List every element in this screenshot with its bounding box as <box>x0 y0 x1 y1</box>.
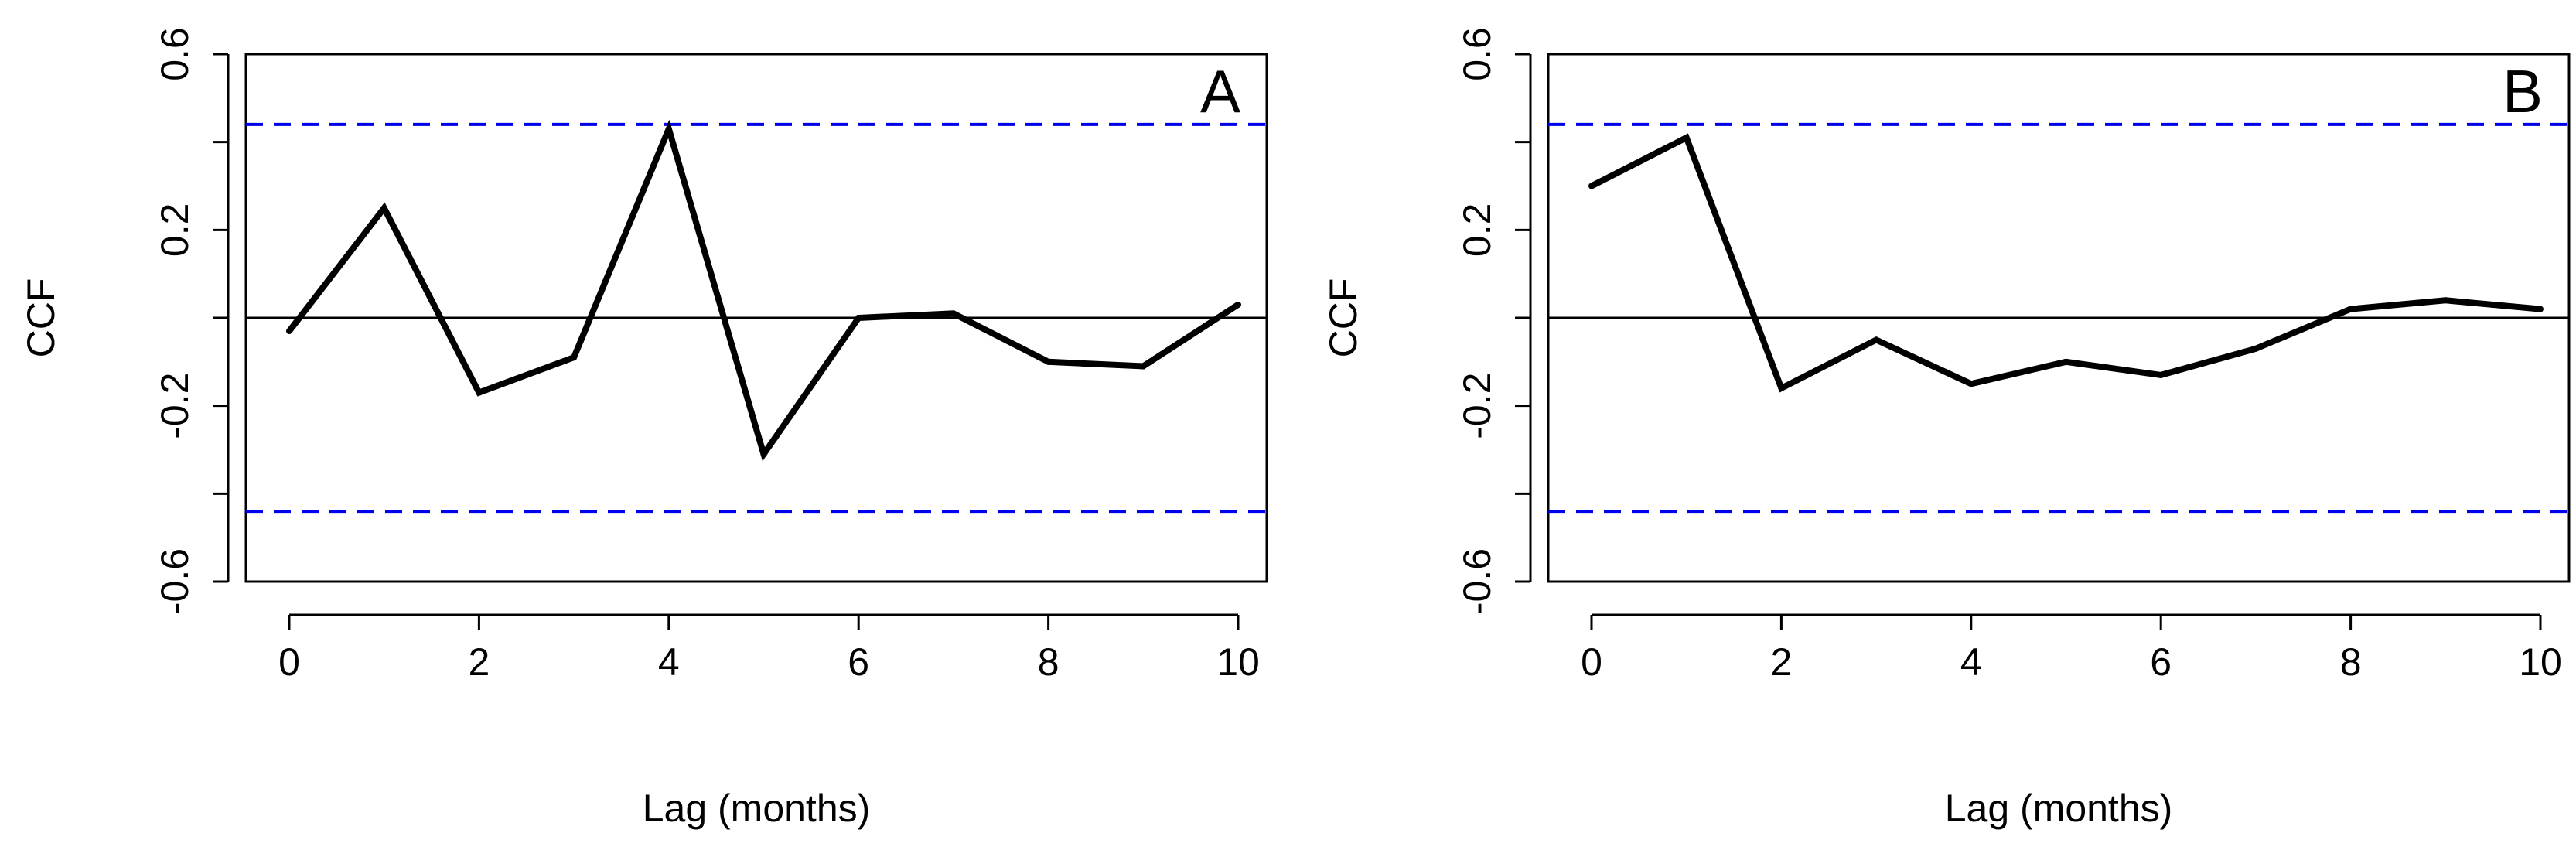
y-axis-title: CCF <box>19 278 63 358</box>
ccf-point-lag-0 <box>1588 183 1595 189</box>
ccf-point-lag-1 <box>380 204 387 211</box>
ccf-point-lag-6 <box>2158 371 2165 378</box>
x-tick-label: 2 <box>1770 640 1792 684</box>
ccf-point-lag-10 <box>1235 301 1241 308</box>
ccf-point-lag-8 <box>2347 306 2354 312</box>
ccf-point-lag-8 <box>1045 358 1052 365</box>
ccf-point-lag-6 <box>855 315 862 321</box>
x-tick-label: 0 <box>1581 640 1602 684</box>
panel-label: A <box>1200 57 1240 125</box>
ccf-point-lag-3 <box>571 354 578 361</box>
x-tick-label: 6 <box>848 640 869 684</box>
y-tick-label: -0.6 <box>1455 548 1499 615</box>
x-axis: 0 2 4 6 8 10 <box>1581 613 2562 684</box>
y-tick-label: 0.2 <box>1455 203 1499 258</box>
ccf-point-lag-10 <box>2537 306 2544 312</box>
y-tick-label: 0.2 <box>153 203 196 258</box>
x-tick-label: 4 <box>1960 640 1982 684</box>
ccf-point-lag-2 <box>1778 384 1785 391</box>
ccf-point-lag-7 <box>950 310 957 317</box>
x-tick-label: 0 <box>278 640 300 684</box>
ccf-point-lag-4 <box>1967 381 1974 387</box>
y-tick-label: -0.2 <box>153 373 196 439</box>
panel-b: 0 2 4 6 8 10 -0.6 -0.2 0.2 0.6 Lag (months) CCF B <box>1322 27 2571 830</box>
x-tick-label: 4 <box>658 640 680 684</box>
ccf-point-lag-0 <box>286 328 292 335</box>
ccf-point-lag-5 <box>760 451 767 458</box>
panel-label: B <box>2503 57 2543 125</box>
y-tick-label: 0.6 <box>153 27 196 81</box>
ccf-point-lag-4 <box>665 125 672 132</box>
ccf-point-lag-1 <box>1683 134 1690 141</box>
y-tick-label: -0.6 <box>153 548 196 615</box>
y-axis-title: CCF <box>1322 278 1365 358</box>
x-tick-label: 10 <box>1216 640 1260 684</box>
y-axis: -0.6 -0.2 0.2 0.6 <box>153 27 230 615</box>
x-tick-label: 6 <box>2150 640 2172 684</box>
ccf-point-lag-9 <box>1140 363 1147 370</box>
y-tick-label: -0.2 <box>1455 373 1499 439</box>
x-axis: 0 2 4 6 8 10 <box>278 613 1260 684</box>
y-axis: -0.6 -0.2 0.2 0.6 <box>1455 27 1532 615</box>
ccf-point-lag-5 <box>2063 358 2069 365</box>
y-tick-label: 0.6 <box>1455 27 1499 81</box>
x-axis-title: Lag (months) <box>643 787 871 830</box>
x-tick-label: 2 <box>468 640 490 684</box>
ccf-point-lag-7 <box>2252 345 2259 352</box>
ccf-point-lag-3 <box>1873 336 1880 343</box>
ccf-point-lag-9 <box>2442 297 2449 304</box>
panel-a: 0 2 4 6 8 10 -0.6 -0.2 0.2 0.6 Lag (months) CCF A <box>19 27 1268 830</box>
x-tick-label: 10 <box>2519 640 2562 684</box>
x-tick-label: 8 <box>1038 640 1059 684</box>
ccf-point-lag-2 <box>476 389 483 396</box>
x-axis-title: Lag (months) <box>1945 787 2173 830</box>
x-tick-label: 8 <box>2340 640 2362 684</box>
